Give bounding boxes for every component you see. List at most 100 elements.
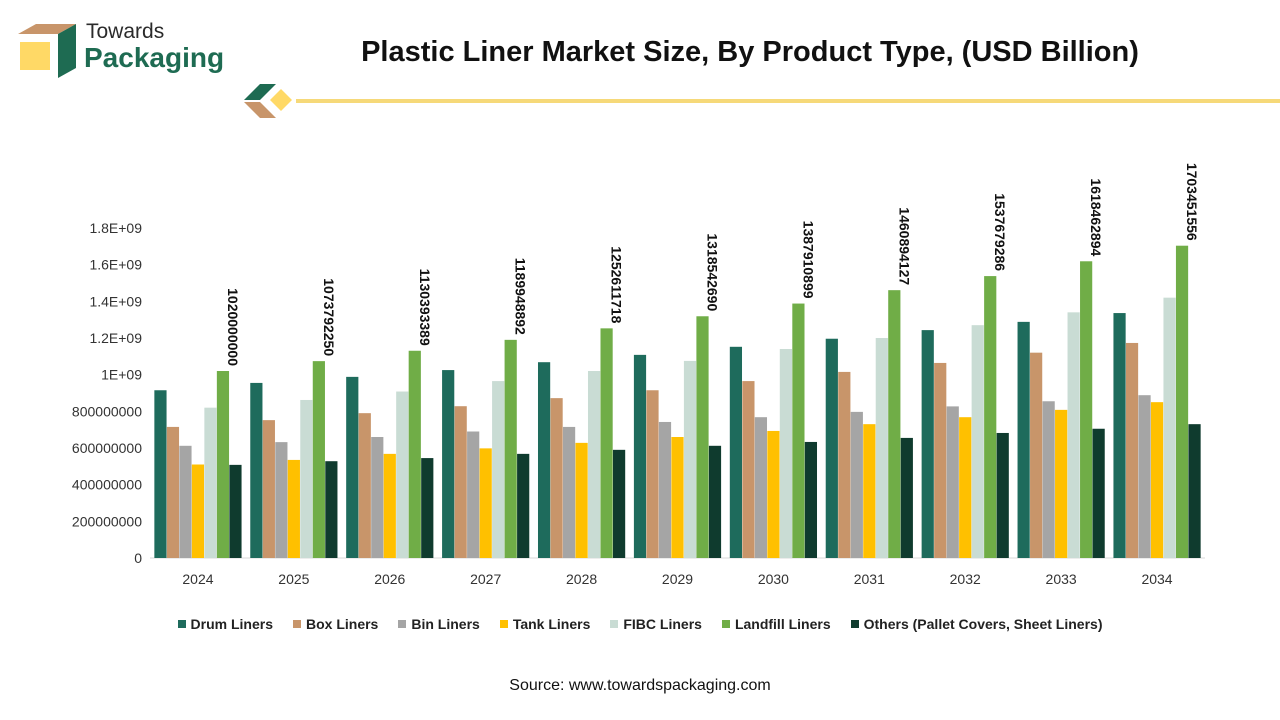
bar: [1042, 401, 1055, 558]
data-label: 1537679286: [992, 193, 1008, 271]
brand-line-1: Towards: [86, 20, 165, 43]
bar: [421, 458, 434, 558]
x-tick-label: 2025: [278, 571, 309, 587]
bar: [287, 459, 300, 558]
bar: [971, 325, 984, 558]
bar: [804, 441, 818, 558]
bar: [408, 350, 421, 558]
data-label: 1252611718: [609, 246, 625, 323]
y-tick-label: 1.2E+09: [89, 330, 142, 346]
bar: [888, 290, 901, 558]
bar: [562, 426, 576, 558]
towards-packaging-logo: [18, 24, 76, 78]
bar: [792, 303, 805, 558]
bar: [575, 442, 588, 558]
bar: [1150, 402, 1164, 558]
bar: [300, 399, 313, 558]
bar: [166, 426, 180, 558]
y-tick-label: 400000000: [72, 477, 142, 493]
y-tick-label: 1.8E+09: [89, 220, 142, 236]
legend-label: Bin Liners: [411, 616, 480, 632]
chart-legend: Drum Liners Box Liners Bin Liners Tank Line…: [0, 616, 1280, 632]
bar: [646, 390, 659, 558]
bar: [325, 461, 338, 558]
y-tick-label: 600000000: [72, 440, 142, 456]
legend-label: Drum Liners: [190, 616, 273, 632]
bar: [1188, 424, 1201, 558]
y-tick-label: 200000000: [72, 513, 142, 529]
bar: [1055, 409, 1068, 558]
y-tick-label: 1E+09: [101, 367, 142, 383]
bar: [1138, 395, 1151, 558]
bar: [996, 432, 1009, 558]
data-label: 1073792250: [321, 278, 337, 356]
legend-item: Others (Pallet Covers, Sheet Liners): [850, 616, 1103, 632]
bar: [779, 349, 793, 558]
y-tick-label: 800000000: [72, 403, 142, 419]
data-label: 1460894127: [896, 207, 912, 285]
bar: [683, 360, 697, 558]
bar: [1175, 245, 1189, 558]
bar: [934, 362, 947, 558]
x-tick-label: 2031: [854, 571, 885, 587]
x-tick-label: 2029: [662, 571, 693, 587]
legend-item: Bin Liners: [398, 616, 480, 632]
bar-chart: 0 200000000 400000000 600000000 800000000 1E+…: [72, 163, 1205, 587]
data-label: 1130393389: [417, 269, 433, 346]
x-tick-label: 2027: [470, 571, 501, 587]
brand-line-2: Packaging: [84, 42, 225, 73]
legend-label: Box Liners: [305, 616, 379, 632]
bar: [742, 381, 755, 558]
bar: [1030, 352, 1043, 558]
x-tick-label: 2026: [374, 571, 405, 587]
data-label: 1020000000: [225, 288, 241, 366]
bar: [312, 361, 325, 558]
bar: [454, 406, 467, 558]
legend-item: Tank Liners: [499, 616, 590, 632]
bar: [1163, 297, 1176, 558]
bar: [946, 406, 959, 558]
bar: [204, 407, 217, 558]
x-tick-label: 2032: [950, 571, 981, 587]
bar: [1125, 342, 1139, 558]
bar: [708, 445, 722, 558]
bar: [154, 390, 167, 558]
legend-item: Drum Liners: [177, 616, 273, 632]
bar: [959, 417, 972, 558]
bar: [875, 338, 888, 558]
legend-label: Others (Pallet Covers, Sheet Liners): [863, 616, 1103, 632]
bar: [383, 453, 396, 558]
bar: [1113, 313, 1126, 558]
x-tick-label: 2034: [1141, 571, 1172, 587]
bar: [1017, 321, 1030, 558]
legend-item: Box Liners: [292, 616, 379, 632]
chart-title: Plastic Liner Market Size, By Product Ty…: [361, 36, 1139, 68]
bar: [396, 391, 409, 558]
bar: [825, 338, 838, 558]
y-tick-label: 1.4E+09: [89, 293, 142, 309]
title-underline: [296, 99, 1280, 103]
y-tick-label: 1.6E+09: [89, 257, 142, 273]
bar: [850, 411, 863, 558]
bar: [179, 445, 192, 558]
data-label: 1189948892: [513, 258, 529, 335]
bar: [671, 437, 684, 558]
legend-item: FIBC Liners: [610, 616, 702, 632]
bar: [729, 346, 743, 558]
y-tick-label: 0: [134, 550, 142, 566]
bar: [262, 420, 275, 558]
bar: [767, 430, 780, 558]
x-tick-label: 2024: [182, 571, 213, 587]
bar: [517, 453, 530, 558]
title-decoration-icon: [244, 84, 292, 118]
bar: [358, 413, 371, 558]
bar: [191, 464, 205, 558]
bar: [479, 448, 492, 558]
bar: [612, 449, 626, 558]
bar: [346, 376, 359, 558]
bar: [900, 437, 913, 558]
data-label: 1318542690: [705, 233, 721, 311]
bar: [1080, 261, 1093, 558]
bar: [838, 371, 851, 558]
legend-swatch: [610, 620, 619, 628]
